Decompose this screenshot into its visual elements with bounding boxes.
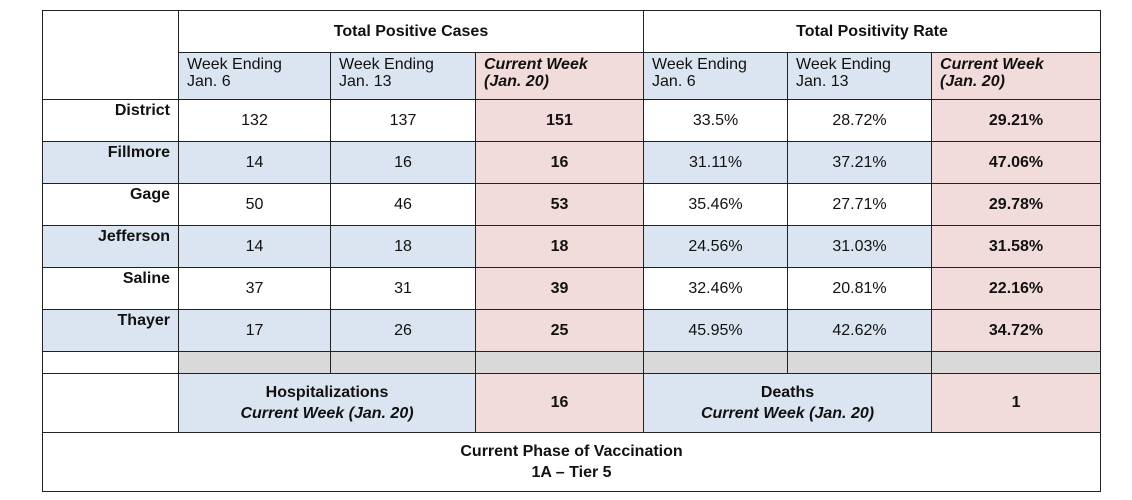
table-body: Total Positive Cases Total Positivity Rat… xyxy=(41,10,1102,492)
text-line: Jan. 6 xyxy=(187,73,231,90)
text-line: Current Week (Jan. 20) xyxy=(240,405,414,422)
subheader: Week Ending Jan. 13 xyxy=(330,52,476,100)
row-name: Gage xyxy=(42,183,179,226)
data-cell: 16 xyxy=(474,141,645,184)
data-cell: 26 xyxy=(330,309,476,352)
subheader-row: Week Ending Jan. 6 Week Ending Jan. 13 Curre… xyxy=(43,52,1102,100)
corner-cell xyxy=(42,10,179,100)
spacer-cell xyxy=(330,351,476,374)
data-row: District 132 137 151 33.5% 28.72% 29.21% xyxy=(42,99,1102,142)
text-line: Hospitalizations xyxy=(265,384,389,401)
data-cell: 37.21% xyxy=(787,141,933,184)
covid-table: Total Positive Cases Total Positivity Rat… xyxy=(41,10,1102,492)
data-cell: 28.72% xyxy=(787,99,933,142)
subheader: Current Week (Jan. 20) xyxy=(931,52,1102,100)
text-line: Current Week (Jan. 20) xyxy=(700,405,875,422)
data-cell: 31 xyxy=(330,267,476,310)
spacer-cell xyxy=(474,351,645,374)
data-cell: 18 xyxy=(330,225,476,268)
data-cell: 20.81% xyxy=(787,267,933,310)
data-cell: 31.58% xyxy=(931,225,1102,268)
data-row: Jefferson 14 18 18 24.56% 31.03% 31.58% xyxy=(42,225,1102,268)
data-row: Gage 50 46 53 35.46% 27.71% 29.78% xyxy=(42,183,1102,226)
text-line: Current Phase of Vaccination xyxy=(460,443,683,460)
hospitalizations-label: Hospitalizations Current Week (Jan. 20) xyxy=(178,373,476,433)
text-line: (Jan. 20) xyxy=(484,73,549,90)
data-cell: 17 xyxy=(178,309,331,352)
summary-row: Hospitalizations Current Week (Jan. 20) 16… xyxy=(42,373,1102,433)
spacer-cell xyxy=(787,351,933,374)
data-cell: 33.5% xyxy=(643,99,789,142)
data-cell: 50 xyxy=(178,183,331,226)
text-line: Jan. 13 xyxy=(339,73,392,90)
data-cell: 39 xyxy=(474,267,645,310)
data-row: Fillmore 14 16 16 31.11% 37.21% 47.06% xyxy=(42,141,1102,184)
vaccination-row: Current Phase of Vaccination 1A – Tier 5 xyxy=(41,432,1102,492)
text-line: Deaths xyxy=(760,384,815,401)
group-header: Total Positivity Rate xyxy=(643,10,1102,53)
data-cell: 45.95% xyxy=(643,309,789,352)
data-cell: 29.78% xyxy=(931,183,1102,226)
data-cell: 29.21% xyxy=(931,99,1102,142)
data-row: Saline 37 31 39 32.46% 20.81% 22.16% xyxy=(42,267,1102,310)
subheader: Week Ending Jan. 6 xyxy=(643,52,789,100)
text-line: Week Ending xyxy=(652,56,747,73)
text-line: Week Ending xyxy=(187,56,282,73)
data-cell: 53 xyxy=(474,183,645,226)
row-name: Fillmore xyxy=(42,141,179,184)
spacer-cell xyxy=(931,351,1102,374)
data-cell: 37 xyxy=(178,267,331,310)
group-header-row: Total Positive Cases Total Positivity Rat… xyxy=(42,10,1102,100)
spacer-cell xyxy=(178,351,331,374)
spacer-cell xyxy=(42,373,179,433)
hospitalizations-value: 16 xyxy=(474,373,645,433)
text-line: Current Week xyxy=(484,56,588,73)
data-row: Thayer 17 26 25 45.95% 42.62% 34.72% xyxy=(42,309,1102,352)
subheader: Week Ending Jan. 6 xyxy=(178,52,331,100)
row-name: Thayer xyxy=(42,309,179,352)
spacer-cell xyxy=(643,351,789,374)
data-cell: 27.71% xyxy=(787,183,933,226)
data-cell: 18 xyxy=(474,225,645,268)
text-line: Jan. 6 xyxy=(652,73,696,90)
data-cell: 46 xyxy=(330,183,476,226)
data-cell: 24.56% xyxy=(643,225,789,268)
text-line: Week Ending xyxy=(796,56,891,73)
spacer-row xyxy=(42,351,1102,374)
data-cell: 42.62% xyxy=(787,309,933,352)
text-line: 1A – Tier 5 xyxy=(531,464,612,481)
text-line: (Jan. 20) xyxy=(940,73,1005,90)
row-name: Jefferson xyxy=(42,225,179,268)
data-cell: 47.06% xyxy=(931,141,1102,184)
data-cell: 25 xyxy=(474,309,645,352)
data-cell: 14 xyxy=(178,141,331,184)
data-cell: 31.11% xyxy=(643,141,789,184)
group-header: Total Positive Cases xyxy=(177,10,645,53)
text-line: Jan. 13 xyxy=(796,73,849,90)
data-cell: 137 xyxy=(330,99,476,142)
data-cell: 32.46% xyxy=(643,267,789,310)
spacer-cell xyxy=(42,351,179,374)
row-name: District xyxy=(42,99,179,142)
data-cell: 14 xyxy=(178,225,331,268)
data-cell: 132 xyxy=(178,99,331,142)
data-cell: 35.46% xyxy=(643,183,789,226)
text-line: Week Ending xyxy=(339,56,434,73)
row-name: Saline xyxy=(42,267,179,310)
subheader: Current Week (Jan. 20) xyxy=(474,52,645,100)
data-cell: 16 xyxy=(330,141,476,184)
subheader: Week Ending Jan. 13 xyxy=(787,52,933,100)
deaths-value: 1 xyxy=(931,373,1102,433)
vaccination-cell: Current Phase of Vaccination 1A – Tier 5 xyxy=(41,432,1102,492)
data-cell: 31.03% xyxy=(787,225,933,268)
text-line: Current Week xyxy=(940,56,1044,73)
data-cell: 22.16% xyxy=(931,267,1102,310)
data-cell: 151 xyxy=(474,99,645,142)
deaths-label: Deaths Current Week (Jan. 20) xyxy=(643,373,933,433)
data-cell: 34.72% xyxy=(931,309,1102,352)
